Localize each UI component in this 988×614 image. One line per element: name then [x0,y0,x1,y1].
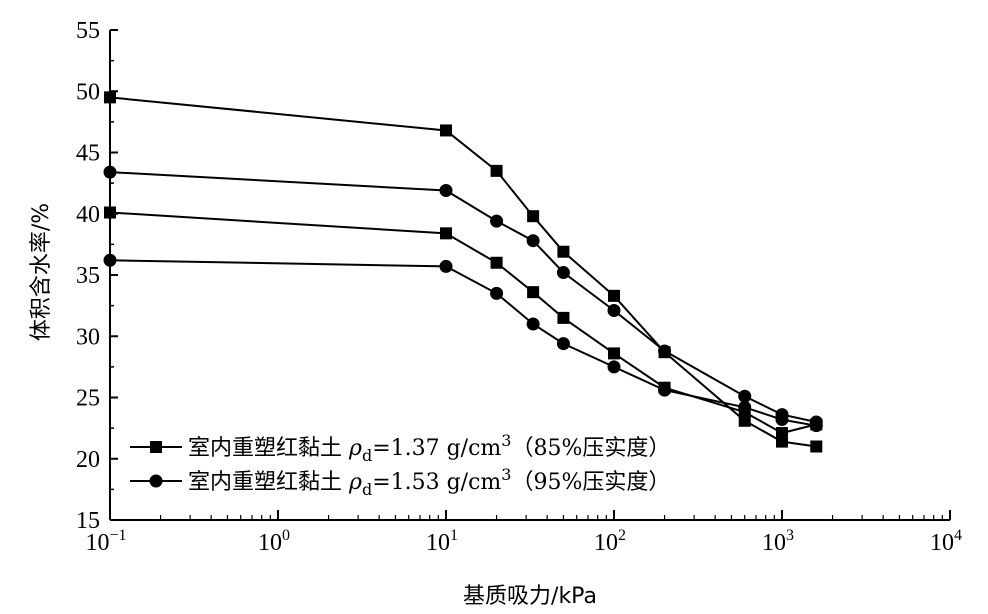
data-point [490,164,503,177]
data-point [738,389,752,403]
y-tick-label: 35 [76,263,100,289]
data-point [556,266,570,280]
y-axis-title: 体积含水率/% [29,203,54,341]
legend-label: 室内重塑红黏土 ρd=1.37 g/cm3（85%压实度） [188,431,670,465]
x-tick-label: 100 [258,527,290,556]
data-point [527,210,540,223]
x-tick-label: 104 [930,527,962,556]
legend-item-1: 室内重塑红黏土 ρd=1.37 g/cm3（85%压实度） [130,431,670,465]
data-point [440,227,452,240]
data-point [103,253,117,267]
data-point [440,124,452,137]
legend: 室内重塑红黏土 ρd=1.37 g/cm3（85%压实度）室内重塑红黏土 ρd=… [130,431,670,499]
series-line [109,96,817,448]
y-tick-label: 55 [76,18,100,44]
data-point [738,400,752,414]
data-point [490,286,504,300]
data-point [527,286,540,299]
data-point [526,317,540,331]
series-4 [103,253,823,433]
data-point [526,234,540,248]
y-tick-label: 40 [76,202,100,228]
legend-marker [150,441,162,453]
y-tick-label: 50 [76,79,100,105]
data-point [658,383,672,397]
y-tick-label: 30 [76,324,100,350]
data-point [104,206,116,219]
x-tick-label: 10−1 [85,527,126,556]
data-point [557,245,570,258]
data-point [557,311,570,324]
series-2 [104,206,823,440]
data-point [439,259,453,273]
y-tick-label: 25 [76,386,100,412]
series-line [109,211,817,435]
data-point [439,183,453,197]
data-point [490,214,504,228]
data-point [490,256,503,269]
data-point [810,440,823,453]
legend-label: 室内重塑红黏土 ρd=1.53 g/cm3（95%压实度） [188,465,670,499]
series-line [109,171,817,423]
y-tick-label: 45 [76,141,100,167]
data-point [776,427,788,440]
x-tick-label: 102 [594,527,626,556]
series-layer [103,91,823,453]
data-point [556,337,570,351]
y-tick-label: 15 [76,508,100,534]
x-axis-title: 基质吸力/kPa [463,584,597,609]
data-point [809,419,823,433]
x-tick-label: 101 [426,527,458,556]
y-tick-label: 20 [76,447,100,473]
x-tick-label: 103 [762,527,794,556]
series-3 [103,165,823,429]
legend-marker [149,474,163,488]
series-line [109,259,817,427]
data-point [775,413,789,427]
data-point [608,347,620,360]
legend-item-2: 室内重塑红黏土 ρd=1.53 g/cm3（95%压实度） [130,465,670,499]
data-point [608,289,620,302]
data-point [103,165,117,179]
data-point [607,360,621,374]
data-point [104,91,116,104]
data-point [658,344,672,358]
series-1 [104,91,823,453]
data-point [607,304,621,318]
axes: 15 20 25 30 35 40 45 50 55 10−1 100 101 102 103 104 [76,18,962,556]
